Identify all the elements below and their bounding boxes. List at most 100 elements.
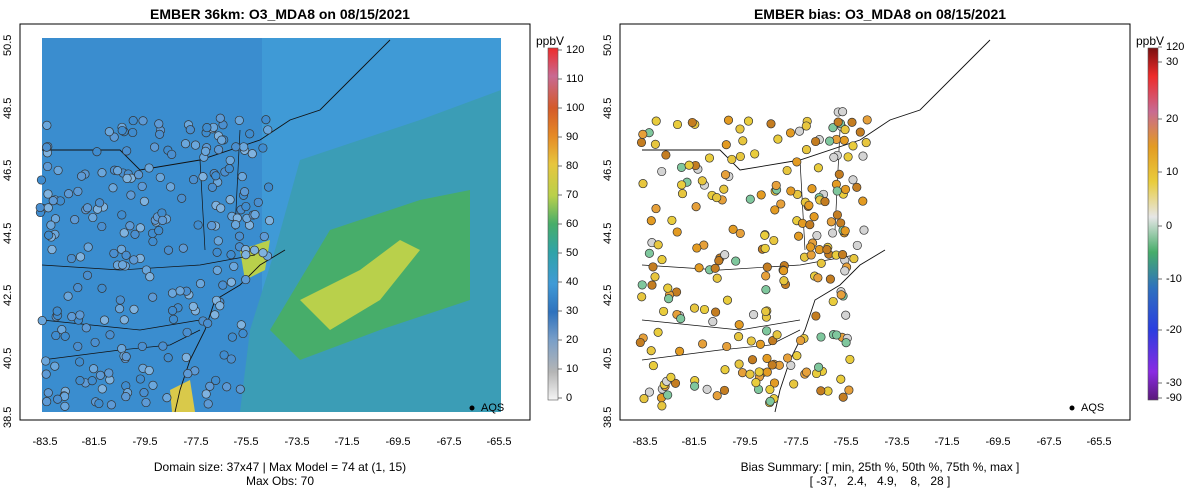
station-marker bbox=[712, 273, 722, 283]
station-marker bbox=[36, 175, 46, 185]
x-tick: -75.5 bbox=[833, 436, 859, 448]
station-marker bbox=[786, 186, 796, 196]
station-marker bbox=[210, 310, 220, 320]
station-marker bbox=[144, 365, 154, 376]
station-marker bbox=[129, 304, 139, 314]
station-marker bbox=[129, 255, 139, 265]
station-marker bbox=[657, 255, 667, 265]
station-marker bbox=[241, 250, 251, 260]
station-marker bbox=[219, 350, 229, 360]
station-marker bbox=[77, 171, 87, 181]
station-marker bbox=[691, 202, 701, 212]
aqs-legend-dot bbox=[469, 405, 475, 411]
station-marker bbox=[840, 125, 850, 135]
station-marker bbox=[651, 204, 661, 214]
station-marker bbox=[234, 231, 245, 241]
station-marker bbox=[43, 161, 53, 172]
colorbar-label: 110 bbox=[566, 73, 584, 85]
station-marker bbox=[797, 218, 808, 228]
station-marker bbox=[227, 332, 237, 342]
station-marker bbox=[118, 260, 128, 270]
station-marker bbox=[66, 253, 77, 264]
x-tick: -83.5 bbox=[632, 436, 658, 448]
station-marker bbox=[805, 242, 816, 252]
station-marker bbox=[226, 354, 236, 364]
station-marker bbox=[635, 337, 645, 348]
x-tick: -67.5 bbox=[436, 436, 462, 448]
station-marker bbox=[115, 295, 125, 305]
station-marker bbox=[677, 189, 688, 199]
station-marker bbox=[670, 378, 681, 388]
colorbar-label: 80 bbox=[566, 160, 579, 172]
station-marker bbox=[738, 136, 748, 146]
station-marker bbox=[239, 142, 249, 152]
station-marker bbox=[231, 142, 241, 152]
x-tick: -65.5 bbox=[1086, 436, 1112, 448]
model-border-line bbox=[42, 39, 391, 171]
station-marker bbox=[767, 360, 777, 370]
station-marker bbox=[672, 227, 682, 237]
station-marker bbox=[215, 113, 225, 123]
station-marker bbox=[692, 243, 702, 253]
station-marker bbox=[43, 203, 53, 213]
station-marker bbox=[648, 262, 658, 272]
station-marker bbox=[190, 140, 201, 150]
station-marker bbox=[765, 384, 775, 395]
station-marker bbox=[97, 168, 107, 178]
station-marker bbox=[75, 376, 85, 386]
station-marker bbox=[796, 335, 806, 346]
station-marker bbox=[83, 242, 93, 252]
station-marker bbox=[735, 124, 745, 134]
station-marker bbox=[734, 359, 744, 369]
bias-colorbar-unit: ppbV bbox=[1136, 34, 1165, 48]
station-marker bbox=[766, 119, 776, 129]
x-tick: -79.5 bbox=[732, 436, 758, 448]
station-marker bbox=[789, 379, 799, 389]
station-marker bbox=[70, 215, 80, 225]
station-marker bbox=[697, 176, 707, 186]
station-marker bbox=[53, 165, 63, 175]
colorbar-label: -10 bbox=[1166, 273, 1182, 285]
station-marker bbox=[657, 166, 667, 177]
station-marker bbox=[845, 354, 855, 364]
station-marker bbox=[735, 151, 745, 162]
station-marker bbox=[231, 220, 241, 230]
station-marker bbox=[644, 248, 654, 258]
station-marker bbox=[702, 384, 712, 394]
station-marker bbox=[119, 315, 129, 325]
station-marker bbox=[769, 378, 780, 388]
station-marker bbox=[737, 368, 748, 378]
station-marker bbox=[225, 155, 235, 165]
station-marker bbox=[253, 197, 263, 207]
station-marker bbox=[653, 240, 663, 250]
model-state-line bbox=[41, 319, 201, 331]
station-marker bbox=[95, 370, 105, 380]
station-marker bbox=[121, 250, 131, 260]
station-marker bbox=[720, 365, 730, 375]
colorbar-label: 0 bbox=[1166, 220, 1173, 232]
colorbar-label: -20 bbox=[1166, 324, 1182, 336]
station-marker bbox=[637, 292, 647, 302]
x-tick: -77.5 bbox=[183, 436, 209, 448]
station-marker bbox=[663, 390, 673, 400]
station-marker bbox=[189, 175, 199, 185]
station-marker bbox=[838, 107, 848, 117]
colorbar-label: 10 bbox=[566, 363, 579, 375]
station-marker bbox=[73, 283, 83, 293]
station-marker bbox=[264, 182, 274, 192]
station-marker bbox=[218, 280, 228, 290]
x-tick: -81.5 bbox=[681, 436, 707, 448]
station-marker bbox=[225, 195, 235, 205]
station-marker bbox=[820, 197, 830, 207]
station-marker bbox=[116, 244, 127, 254]
station-marker bbox=[203, 399, 213, 409]
x-tick: -69.5 bbox=[385, 436, 411, 448]
station-marker bbox=[849, 254, 859, 264]
station-marker bbox=[828, 123, 838, 133]
station-marker bbox=[843, 152, 853, 162]
station-marker bbox=[840, 226, 850, 236]
station-marker bbox=[771, 180, 781, 190]
station-marker bbox=[836, 290, 846, 300]
station-marker bbox=[816, 258, 826, 268]
station-marker bbox=[99, 315, 110, 325]
